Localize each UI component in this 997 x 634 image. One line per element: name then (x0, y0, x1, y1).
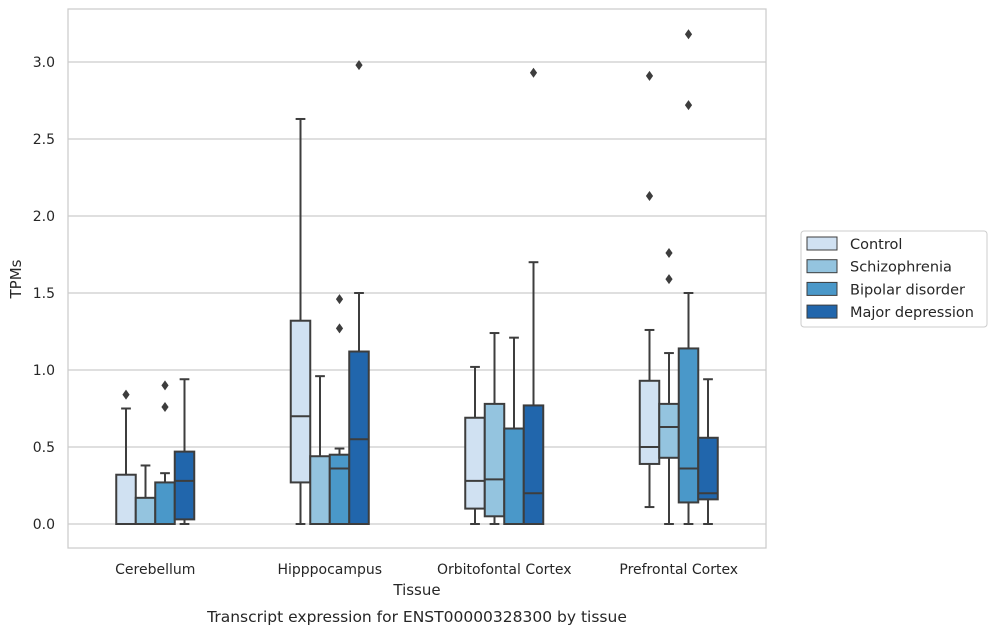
y-tick-label: 0.5 (33, 440, 55, 456)
legend-frame (800, 230, 988, 328)
box (289, 319, 312, 484)
box-group (638, 70, 661, 509)
legend-swatch (806, 281, 838, 296)
y-tick-label: 1.5 (33, 286, 55, 302)
x-axis-ticks: Cerebellum Hipppocampus Orbitofontal Corte… (115, 562, 738, 578)
box (522, 404, 545, 526)
x-tick-label: Prefrontal Cortex (619, 562, 738, 578)
plot-area-frame (67, 8, 767, 549)
y-axis-title: TPMs (7, 259, 25, 299)
box (348, 350, 370, 525)
box-group (154, 380, 176, 526)
outlier-point (122, 389, 130, 400)
y-axis-ticks: 0.0 0.5 1.0 1.5 2.0 2.5 3.0 (33, 55, 55, 533)
y-tick-label: 2.5 (33, 132, 55, 148)
box-group (115, 389, 137, 525)
y-tick-label: 1.0 (33, 363, 55, 379)
chart-caption: Transcript expression for ENST0000032830… (206, 608, 627, 626)
box (154, 481, 176, 526)
y-tick-label: 3.0 (33, 55, 55, 71)
outlier-point (161, 380, 169, 391)
box-group (328, 294, 351, 526)
outlier-point (529, 67, 538, 78)
box-group (134, 464, 157, 526)
box (134, 496, 157, 526)
box-group (677, 29, 700, 525)
outlier-point (355, 60, 363, 71)
x-axis-title: Tissue (392, 581, 440, 599)
legend-label: Major depression (850, 305, 974, 321)
box-group (173, 378, 196, 525)
box-group (309, 375, 331, 525)
y-tick-label: 2.0 (33, 209, 55, 225)
legend-swatch (806, 236, 838, 251)
box (638, 379, 661, 465)
box (328, 453, 351, 526)
box-group (289, 117, 312, 525)
box (464, 416, 486, 510)
x-tick-label: Cerebellum (115, 562, 195, 578)
box (115, 473, 137, 525)
legend-label: Control (850, 237, 902, 253)
outlier-point (645, 70, 654, 81)
box (483, 402, 506, 518)
outlier-point (335, 323, 344, 334)
outlier-point (665, 274, 673, 285)
outlier-point (645, 190, 654, 201)
box-group (697, 378, 719, 525)
x-tick-label: Orbitofontal Cortex (437, 562, 572, 578)
y-tick-label: 0.0 (33, 517, 55, 533)
box-group (483, 332, 506, 525)
outlier-point (684, 100, 693, 111)
outlier-point (335, 294, 344, 305)
box (309, 455, 331, 525)
boxes (115, 29, 719, 526)
outlier-point (684, 29, 693, 40)
legend-swatch (806, 304, 838, 319)
legend-swatch (806, 259, 838, 274)
box (173, 450, 196, 521)
box-group (464, 365, 486, 525)
box-group (522, 67, 545, 526)
outlier-point (161, 401, 169, 412)
box (677, 347, 700, 504)
legend-label: Bipolar disorder (850, 282, 965, 298)
box-group (658, 247, 680, 525)
outlier-point (665, 247, 673, 258)
box (658, 402, 680, 459)
box (503, 427, 525, 525)
legend: Control Schizophrenia Bipolar disorder Majo… (800, 230, 988, 328)
box (697, 436, 719, 501)
x-tick-label: Hipppocampus (277, 562, 382, 578)
box-group (348, 60, 370, 525)
legend-label: Schizophrenia (850, 260, 952, 276)
box-group (503, 336, 525, 525)
